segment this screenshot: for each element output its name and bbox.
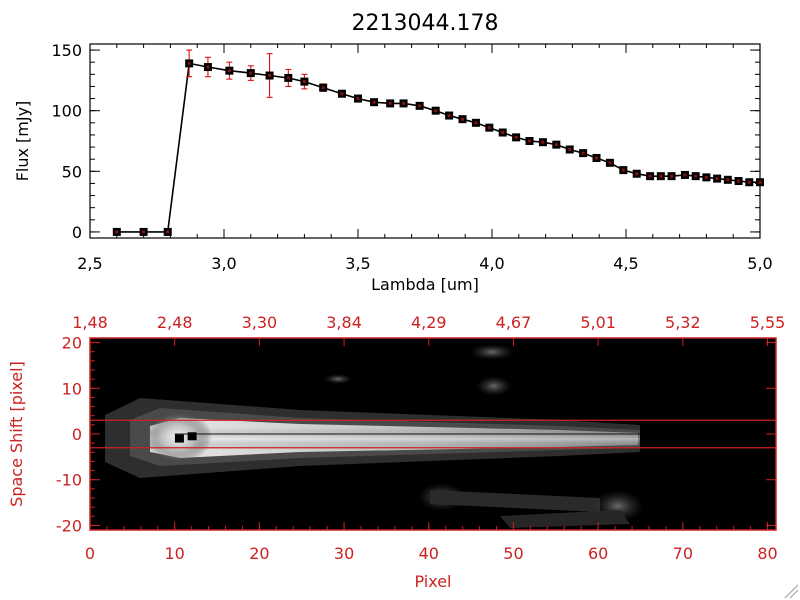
pixel-tick-label: 30 [334, 544, 354, 563]
data-point-center [747, 180, 751, 184]
data-point-center [704, 175, 708, 179]
pixel-axis-title: Pixel [414, 572, 451, 591]
pixel-tick-label: 50 [503, 544, 523, 563]
data-point-center [514, 135, 518, 139]
spectrum-plot-frame [89, 43, 761, 239]
pixel-tick-label: 60 [588, 544, 608, 563]
x-tick-label: 2,5 [77, 254, 102, 273]
data-point-center [249, 71, 253, 75]
resize-grip-icon[interactable] [784, 584, 799, 599]
space-tick-label: -10 [56, 471, 82, 490]
2d-spectrum-axis-ticks: 0 10 20 30 40 50 60 70 80 1,48 2,48 3,30 3,84 4,29 4,6… [56, 313, 785, 563]
pixel-tick-label: 40 [419, 544, 439, 563]
y-tick-label: 100 [51, 102, 82, 121]
data-point-center [166, 230, 170, 234]
data-point-center [581, 151, 585, 155]
2d-spectrum-overlay [90, 419, 776, 449]
data-point-center [670, 174, 674, 178]
y-axis-title: Flux [mJy] [13, 101, 32, 182]
data-point-center [541, 140, 545, 144]
x-tick-label: 3,5 [345, 254, 370, 273]
data-point-center [474, 121, 478, 125]
data-point-center [501, 131, 505, 135]
data-point-center [356, 97, 360, 101]
wavelength-tick-label: 4,67 [496, 313, 532, 332]
data-point-center [227, 69, 231, 73]
pixel-tick-label: 70 [673, 544, 693, 563]
space-tick-label: 0 [72, 425, 82, 444]
x-tick-label: 4,5 [613, 254, 638, 273]
x-axis-title: Lambda [um] [371, 275, 479, 294]
wavelength-tick-label: 5,32 [665, 313, 701, 332]
x-tick-label: 3,0 [211, 254, 236, 273]
spectrum-series [112, 49, 764, 236]
space-tick-label: 10 [62, 379, 82, 398]
data-point-center [487, 126, 491, 130]
2d-spectrum-panel: 0 10 20 30 40 50 60 70 80 1,48 2,48 3,30 3,84 4,29 4,6… [7, 313, 785, 591]
data-point-center [737, 179, 741, 183]
data-point-center [659, 174, 663, 178]
x-tick-label: 5,0 [747, 254, 772, 273]
peak-marker [174, 434, 184, 443]
data-point-center [340, 92, 344, 96]
x-tick-label: 4,0 [479, 254, 504, 273]
spectrum-line [116, 62, 760, 233]
data-point-center [268, 74, 272, 78]
data-point-center [726, 178, 730, 182]
data-point-center [568, 147, 572, 151]
data-point-center [608, 161, 612, 165]
y-tick-label: 150 [51, 41, 82, 60]
plot-title: 2213044.178 [352, 11, 499, 36]
data-point-center [621, 168, 625, 172]
y-tick-label: 0 [72, 223, 82, 242]
data-point-center [434, 109, 438, 113]
wavelength-tick-label: 4,29 [411, 313, 447, 332]
data-point-center [635, 172, 639, 176]
data-point-center [418, 104, 422, 108]
data-point-center [402, 101, 406, 105]
data-point-center [206, 65, 210, 69]
spectrum-axis-ticks: 2,5 3,0 3,5 4,0 4,5 5,0 0 50 100 150 [51, 41, 772, 273]
data-point-center [115, 230, 119, 234]
pixel-tick-label: 20 [249, 544, 269, 563]
wavelength-tick-label: 1,48 [72, 313, 108, 332]
space-tick-label: -20 [56, 516, 82, 535]
wavelength-tick-label: 5,55 [750, 313, 786, 332]
2d-spectrum-image [90, 338, 776, 530]
data-point-center [447, 114, 451, 118]
data-point-center [595, 156, 599, 160]
data-point-center [142, 230, 146, 234]
wavelength-tick-label: 2,48 [157, 313, 193, 332]
data-point-center [286, 76, 290, 80]
space-tick-label: 20 [62, 334, 82, 353]
data-point-center [187, 61, 191, 65]
data-point-center [758, 180, 762, 184]
data-point-center [528, 139, 532, 143]
data-point-center [321, 86, 325, 90]
y-tick-label: 50 [62, 162, 82, 181]
pixel-tick-label: 80 [757, 544, 777, 563]
data-point-center [554, 143, 558, 147]
pixel-tick-label: 10 [165, 544, 185, 563]
data-point-center [372, 100, 376, 104]
peak-marker [187, 432, 197, 441]
data-point-center [388, 101, 392, 105]
data-point-center [302, 80, 306, 84]
data-point-center [461, 117, 465, 121]
space-shift-axis-title: Space Shift [pixel] [7, 361, 26, 507]
data-point-center [715, 177, 719, 181]
data-point-center [694, 174, 698, 178]
pixel-tick-label: 0 [85, 544, 95, 563]
data-point-center [683, 173, 687, 177]
wavelength-tick-label: 5,01 [580, 313, 616, 332]
data-point-center [648, 174, 652, 178]
wavelength-tick-label: 3,30 [242, 313, 278, 332]
wavelength-tick-label: 3,84 [326, 313, 362, 332]
